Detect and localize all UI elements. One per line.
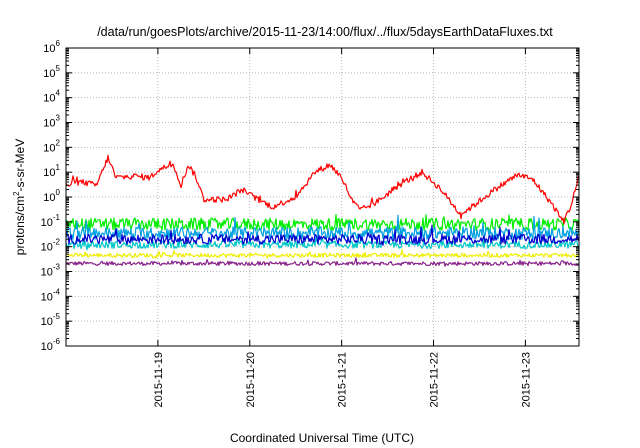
- series-line: [65, 154, 580, 225]
- y-axis: 106 105 104 103 102 101 100 10-1 10-2 10-3 10-4 10-…: [41, 39, 579, 353]
- x-tick-label: 2015-11-20: [245, 352, 257, 407]
- y-tick-label: 10-1: [41, 213, 61, 229]
- y-tick-label: 103: [43, 114, 60, 130]
- y-tick-label: 100: [43, 188, 60, 204]
- series-line: [65, 249, 580, 259]
- series-line: [65, 235, 580, 251]
- series-layer: [65, 154, 580, 267]
- y-tick-label: 10-4: [41, 287, 61, 303]
- y-tick-label: 102: [43, 138, 60, 154]
- y-tick-label: 10-2: [41, 238, 61, 254]
- y-tick-label: 10-5: [41, 312, 61, 328]
- y-axis-label: protons/cm2-s-sr-MeV: [12, 139, 27, 255]
- series-line: [65, 257, 579, 267]
- y-tick-label: 105: [43, 64, 60, 80]
- series-line: [65, 213, 580, 231]
- y-tick-label: 10-6: [41, 337, 61, 353]
- x-axis-label: Coordinated Universal Time (UTC): [230, 431, 414, 445]
- x-tick-label: 2015-11-23: [520, 352, 532, 407]
- y-tick-label: 101: [43, 163, 60, 179]
- chart-title: /data/run/goesPlots/archive/2015-11-23/1…: [97, 25, 553, 39]
- y-tick-label: 106: [43, 39, 60, 55]
- y-tick-label: 104: [43, 89, 60, 105]
- x-tick-label: 2015-11-22: [429, 352, 441, 407]
- x-tick-label: 2015-11-19: [153, 352, 165, 407]
- grid-lines: [66, 48, 579, 346]
- plot-frame: [65, 47, 580, 347]
- y-tick-label: 10-3: [41, 263, 61, 279]
- x-axis: 2015-11-19 2015-11-20 2015-11-21 2015-11-22…: [153, 48, 532, 407]
- x-tick-label: 2015-11-21: [337, 352, 349, 407]
- series-line: [65, 224, 580, 246]
- series-line: [65, 214, 580, 243]
